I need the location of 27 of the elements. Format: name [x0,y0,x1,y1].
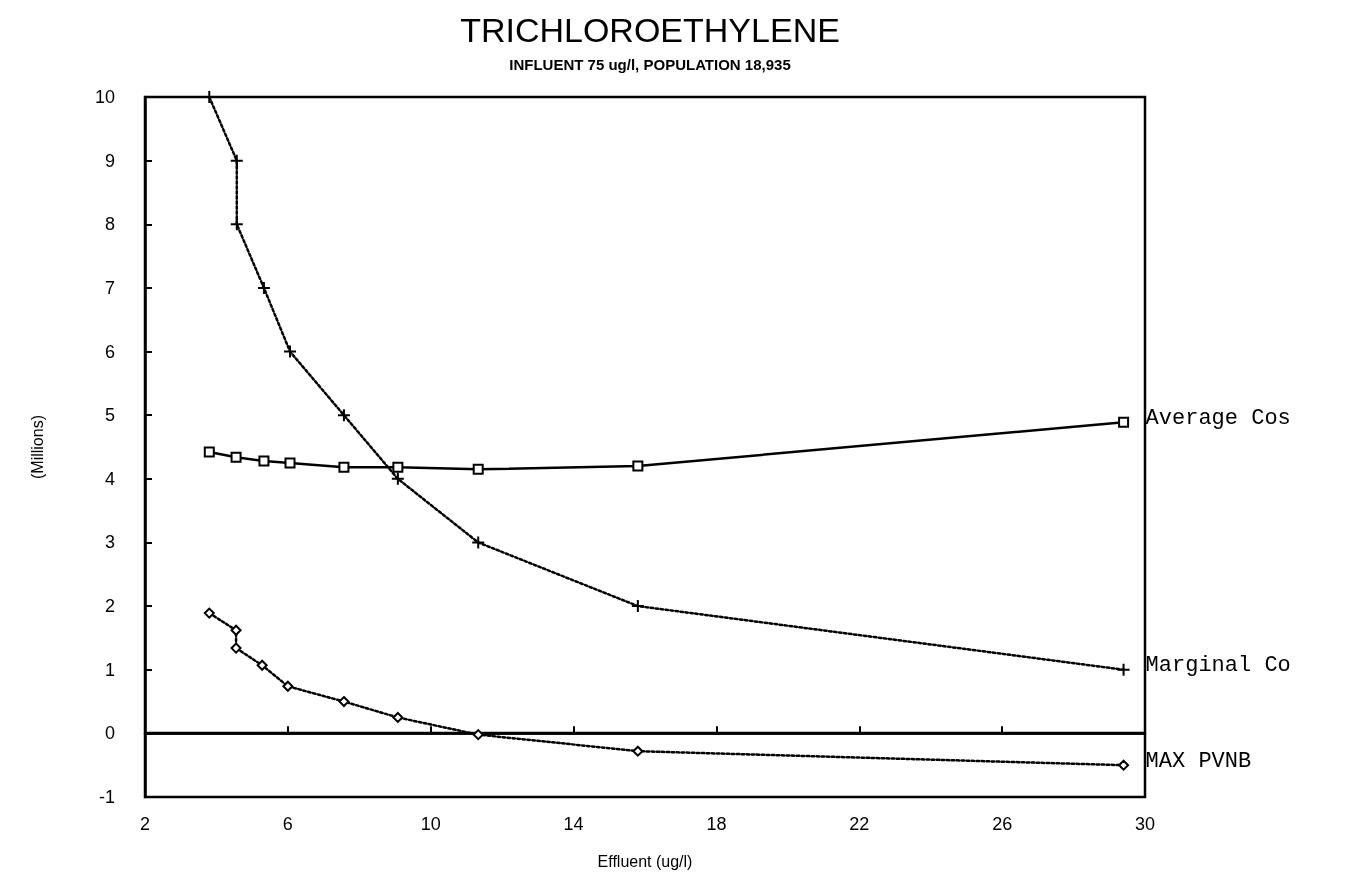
y-tick-label: 9 [104,150,115,171]
chart-title: TRICHLOROETHYLENE [460,11,840,49]
y-tick-label: 0 [104,723,115,744]
x-axis-title: Effluent (ug/l) [597,852,693,870]
x-tick-label: 26 [992,814,1013,834]
series-label: Marginal Co [1145,653,1291,679]
series-label: Average Cos [1145,405,1291,431]
y-tick-label: 4 [104,468,115,489]
y-tick-label: 6 [104,341,115,362]
y-tick-label: 1 [104,659,115,680]
y-tick-label: -1 [98,787,115,807]
chart-subtitle: INFLUENT 75 ug/l, POPULATION 18,935 [509,56,791,73]
y-tick-label: 8 [104,214,115,235]
x-tick-label: 6 [282,814,293,834]
series-label: MAX PVNB [1145,748,1252,774]
x-tick-label: 2 [139,814,151,834]
x-tick-label: 14 [563,814,584,834]
y-tick-label: 10 [94,87,115,107]
x-tick-label: 30 [1134,814,1156,834]
x-tick-label: 10 [420,814,441,834]
y-tick-label: 3 [104,532,115,553]
y-tick-label: 2 [104,596,115,617]
x-tick-label: 18 [706,814,727,834]
y-tick-label: 7 [104,277,115,298]
x-tick-label: 22 [849,814,870,834]
y-tick-label: 5 [104,405,115,426]
y-axis-title: (Millions) [28,415,46,479]
